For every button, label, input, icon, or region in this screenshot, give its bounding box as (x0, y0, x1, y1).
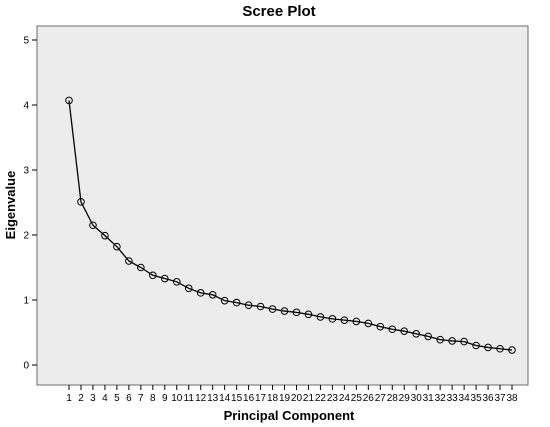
plot-area (36, 25, 529, 386)
y-axis-label: Eigenvalue (3, 171, 18, 240)
data-point (89, 221, 97, 230)
y-tick-label: 4 (23, 101, 29, 112)
data-point (376, 322, 385, 331)
x-tick-label: 35 (471, 393, 483, 404)
x-tick-label: 9 (162, 393, 168, 404)
x-tick-label: 37 (494, 393, 506, 404)
data-point (280, 307, 289, 315)
x-tick-label: 14 (219, 393, 231, 404)
x-tick-label: 31 (423, 393, 435, 404)
data-point (352, 317, 361, 326)
data-point (220, 296, 229, 305)
x-tick-label: 8 (150, 393, 156, 404)
y-axis: 0 1 2 3 4 5 (23, 36, 37, 372)
data-point (232, 298, 241, 307)
series-line (68, 100, 513, 351)
x-tick-label: 28 (387, 393, 399, 404)
y-tick-label: 5 (23, 36, 29, 47)
data-point (172, 278, 181, 286)
data-point (508, 346, 516, 354)
x-tick-label: 10 (171, 393, 183, 404)
x-tick-label: 36 (482, 393, 494, 404)
data-point (244, 301, 253, 310)
chart-title: Scree Plot (242, 3, 315, 20)
x-tick-label: 13 (207, 393, 219, 404)
data-point (292, 308, 301, 317)
data-point (424, 332, 432, 341)
data-point (196, 289, 205, 297)
data-point (208, 291, 217, 299)
data-point (137, 263, 145, 272)
data-points (65, 96, 516, 354)
data-point (496, 344, 504, 353)
data-point (472, 341, 480, 350)
data-point (113, 242, 121, 251)
x-tick-label: 12 (195, 393, 207, 404)
x-tick-label: 29 (399, 393, 411, 404)
data-point (125, 257, 133, 265)
x-tick-label: 16 (243, 393, 255, 404)
data-point (184, 284, 193, 293)
y-tick-label: 2 (23, 231, 29, 242)
data-point (400, 327, 409, 336)
data-point (484, 343, 492, 352)
data-point (304, 310, 313, 319)
x-tick-label: 22 (315, 393, 327, 404)
x-tick-label: 2 (78, 393, 84, 404)
data-point (256, 302, 265, 311)
data-point (160, 274, 169, 283)
x-tick-label: 19 (279, 393, 291, 404)
x-tick-label: 38 (506, 393, 518, 404)
x-tick-label: 5 (114, 393, 120, 404)
data-point (316, 313, 325, 321)
y-tick-label: 3 (23, 166, 29, 177)
x-tick-label: 25 (351, 393, 363, 404)
data-point (268, 305, 277, 313)
x-axis: 1 2 3 4 5 6 7 8 9 10 11 12 13 14 15 16 17 18 19 20 21 22 23 24 2… (66, 385, 518, 404)
x-axis-label: Principal Component (224, 408, 355, 423)
x-tick-label: 27 (375, 393, 387, 404)
x-tick-label: 3 (90, 393, 96, 404)
x-tick-label: 30 (411, 393, 423, 404)
x-tick-label: 1 (66, 393, 72, 404)
x-tick-label: 34 (459, 393, 471, 404)
x-tick-label: 21 (303, 393, 315, 404)
data-point (412, 330, 421, 338)
data-point (328, 315, 337, 323)
x-tick-label: 33 (447, 393, 459, 404)
data-point (364, 319, 373, 328)
x-tick-label: 4 (102, 393, 108, 404)
data-point (340, 316, 349, 324)
x-tick-label: 15 (231, 393, 243, 404)
x-tick-label: 20 (291, 393, 303, 404)
data-point (448, 337, 456, 345)
x-tick-label: 18 (267, 393, 279, 404)
x-tick-label: 11 (184, 393, 195, 404)
data-point (77, 198, 85, 206)
x-tick-label: 26 (363, 393, 375, 404)
data-point (65, 96, 73, 105)
y-tick-label: 0 (23, 361, 29, 372)
data-point (388, 325, 397, 334)
x-tick-label: 17 (255, 393, 267, 404)
x-tick-label: 24 (339, 393, 351, 404)
x-tick-label: 7 (138, 393, 144, 404)
y-tick-label: 1 (23, 296, 29, 307)
x-tick-label: 23 (327, 393, 339, 404)
data-point (436, 335, 444, 344)
data-point (149, 271, 157, 280)
data-point (460, 337, 468, 346)
data-point (101, 231, 109, 240)
x-tick-label: 6 (126, 393, 132, 404)
x-tick-label: 32 (435, 393, 447, 404)
